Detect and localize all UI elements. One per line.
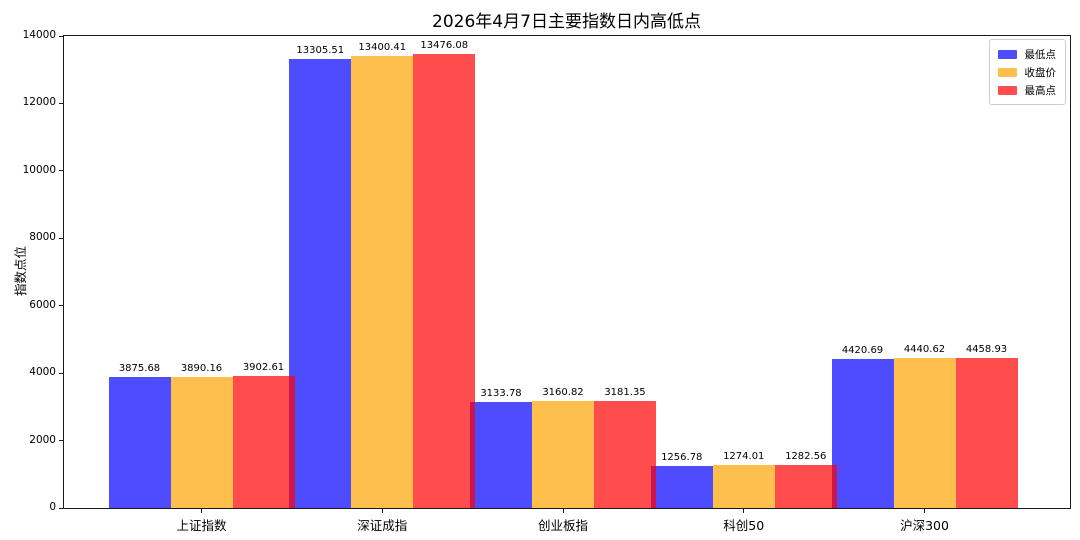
bar-value-label: 13305.51: [296, 45, 345, 57]
bar-value-label: 1282.56: [785, 450, 827, 462]
bar-收盘价-上证指数: [170, 376, 233, 508]
x-tick-mark: [562, 509, 564, 513]
bar-value-label: 3875.68: [118, 363, 161, 375]
y-tick-label: 6000: [29, 298, 56, 311]
legend-label: 最低点: [1024, 48, 1057, 61]
bar-overlap-region: [650, 465, 657, 508]
chart-title: 2026年4月7日主要指数日内高低点: [432, 12, 701, 32]
x-tick-mark: [924, 509, 925, 513]
y-tick-mark: [59, 440, 63, 442]
legend-swatch-icon: [997, 49, 1017, 59]
x-tick-label: 创业板指: [537, 518, 588, 533]
legend-swatch-icon: [997, 85, 1017, 95]
x-tick-label: 深证成指: [357, 518, 408, 533]
y-tick-mark: [59, 305, 63, 307]
legend-item: 收盘价: [997, 63, 1057, 81]
y-tick-label: 8000: [29, 231, 56, 244]
bar-overlap-region: [470, 402, 476, 508]
plot-area: 0 2000 4000 6000 8000 10000 12000 14000 上证指数 深证成指…: [23, 29, 1071, 533]
legend: 最低点 收盘价 最高点: [988, 39, 1066, 105]
x-tick-mark: [381, 509, 383, 513]
bar-最低点-上证指数: [108, 377, 171, 508]
bar-最低点-深证成指: [289, 59, 352, 508]
y-tick-mark: [59, 35, 63, 37]
y-tick-label: 4000: [29, 366, 56, 379]
y-tick-mark: [59, 237, 63, 239]
legend-item: 最高点: [997, 81, 1057, 99]
y-axis-label: 指数点位: [13, 245, 28, 297]
y-tick-label: 12000: [22, 96, 56, 109]
y-tick-mark: [59, 102, 63, 104]
bar-最高点-科创50: [774, 464, 837, 508]
bar-最低点-创业板指: [470, 402, 532, 508]
y-tick-label: 10000: [22, 163, 56, 176]
bar-value-label: 3181.35: [604, 386, 646, 398]
y-tick-label: 14000: [22, 29, 56, 41]
bar-value-label: 13400.41: [358, 42, 407, 54]
bar-overlap-region: [289, 376, 295, 508]
bar-value-label: 3890.16: [180, 362, 223, 374]
bar-收盘价-科创50: [712, 465, 775, 508]
legend-item: 最低点: [997, 45, 1057, 63]
bar-最高点-深证成指: [413, 53, 476, 508]
legend-label: 收盘价: [1024, 66, 1057, 79]
bar-value-label: 4440.62: [903, 344, 946, 356]
x-tick-mark: [743, 509, 745, 513]
bar-value-label: 4420.69: [841, 344, 884, 356]
y-tick-label: 2000: [29, 433, 56, 446]
bar-value-label: 4458.93: [965, 343, 1008, 355]
x-tick-mark: [201, 509, 202, 513]
bar-最低点-沪深300: [831, 358, 894, 508]
legend-label: 最高点: [1024, 84, 1057, 97]
bar-value-label: 13476.08: [420, 39, 469, 51]
y-tick-mark: [59, 507, 63, 509]
bar-收盘价-深证成指: [351, 56, 414, 508]
x-tick-label: 上证指数: [176, 518, 227, 533]
y-tick-mark: [59, 170, 63, 172]
bar-value-label: 3133.78: [480, 388, 522, 400]
bar-value-label: 1256.78: [661, 451, 703, 463]
bar-最高点-上证指数: [232, 376, 295, 508]
bar-最高点-沪深300: [955, 357, 1018, 508]
bar-value-label: 3902.61: [242, 362, 285, 374]
bar-value-label: 1274.01: [723, 451, 765, 463]
bar-最低点-科创50: [650, 465, 713, 508]
legend-swatch-icon: [997, 67, 1017, 77]
x-tick-label: 科创50: [723, 518, 765, 533]
bar-最高点-创业板指: [594, 400, 656, 508]
bar-value-label: 3160.82: [542, 387, 584, 399]
bar-收盘价-沪深300: [893, 358, 956, 508]
x-tick-label: 沪深300: [900, 518, 949, 533]
y-tick-label: 0: [49, 501, 56, 513]
bar-收盘价-创业板指: [532, 401, 594, 508]
y-tick-mark: [59, 372, 63, 374]
bar-overlap-region: [831, 464, 837, 508]
